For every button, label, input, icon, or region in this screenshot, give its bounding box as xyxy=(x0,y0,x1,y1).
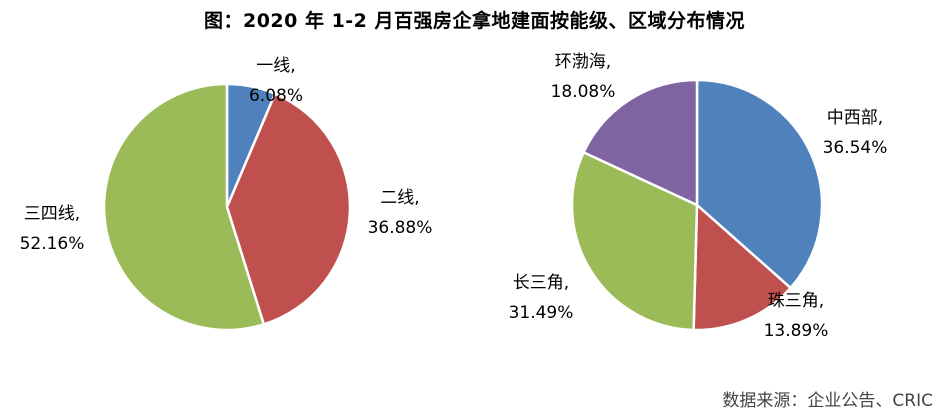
slice-value-label: 31.49% xyxy=(509,303,574,323)
pie-slice xyxy=(582,78,699,207)
pie-slice xyxy=(225,92,352,326)
slice-label: 三四线, xyxy=(24,204,80,224)
slice-value-label: 18.08% xyxy=(551,82,616,102)
slice-value-label: 36.88% xyxy=(368,218,433,238)
slice-label: 长三角, xyxy=(513,273,569,293)
pie-slice xyxy=(102,82,266,332)
chart-title: 图：2020 年 1-2 月百强房企拿地建面按能级、区域分布情况 xyxy=(203,10,746,32)
slice-label: 中西部, xyxy=(827,108,883,128)
slice-value-label: 36.54% xyxy=(823,138,888,158)
pie-slice xyxy=(695,78,824,290)
slice-label: 环渤海, xyxy=(555,52,611,72)
slice-value-label: 13.89% xyxy=(764,321,829,341)
slice-value-label: 6.08% xyxy=(249,86,303,106)
slice-value-label: 52.16% xyxy=(20,234,85,254)
pie-chart-region: 中西部, 36.54% 珠三角, 13.89% 长三角, 31.49% 环渤海, 18.08% xyxy=(509,52,888,341)
slice-label: 二线, xyxy=(380,188,419,208)
pie-slice xyxy=(570,151,699,332)
slice-label: 一线, xyxy=(256,56,295,76)
pie-chart-tier: 一线, 6.08% 二线, 36.88% 三四线, 52.16% xyxy=(20,56,433,332)
slice-label: 珠三角, xyxy=(768,291,824,311)
pie-slice xyxy=(692,203,792,332)
data-source-note: 数据来源：企业公告、CRIC xyxy=(722,391,933,411)
